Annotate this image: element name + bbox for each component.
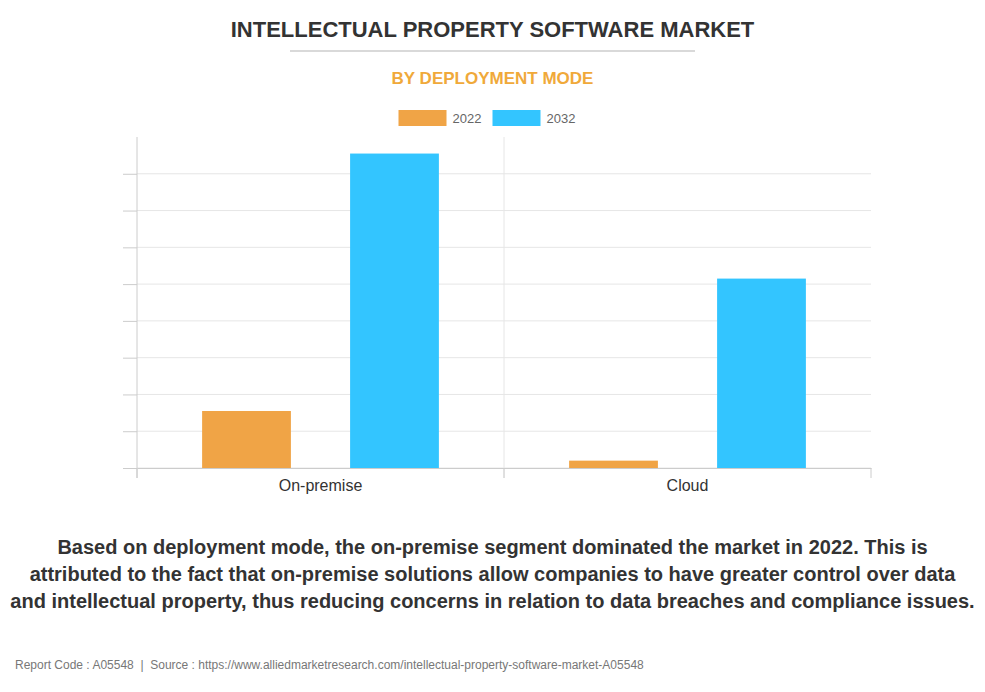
subtitle: BY DEPLOYMENT MODE	[392, 69, 594, 88]
legend-swatch	[399, 110, 447, 126]
bar	[202, 411, 291, 468]
chart: INTELLECTUAL PROPERTY SOFTWARE MARKET BY …	[0, 0, 985, 692]
y-tick	[123, 394, 137, 395]
y-axis	[123, 137, 137, 478]
footer: Report Code : A05548 | Source : https://…	[15, 658, 644, 672]
x-boundary-tick	[137, 468, 138, 478]
bars	[202, 154, 806, 468]
y-tick-mark	[123, 211, 137, 212]
x-axis: On-premise Cloud	[137, 468, 872, 494]
y-axis-line	[137, 137, 138, 478]
grid	[137, 137, 871, 478]
caption: Based on deployment mode, the on-premise…	[10, 534, 975, 615]
x-tick-label: Cloud	[667, 477, 709, 494]
y-tick	[123, 468, 137, 469]
bar	[569, 461, 658, 468]
y-tick-mark	[123, 174, 137, 175]
y-tick-mark	[123, 247, 137, 248]
legend-label: 2032	[547, 111, 576, 126]
category-divider	[504, 137, 505, 478]
y-tick	[123, 174, 137, 175]
bar	[717, 279, 806, 468]
y-tick-mark	[123, 358, 137, 359]
legend-swatch	[493, 110, 541, 126]
y-tick	[123, 211, 137, 212]
x-tick: Cloud	[667, 477, 709, 494]
y-tick	[123, 247, 137, 248]
x-boundary-tick	[504, 468, 505, 478]
y-tick-mark	[123, 431, 137, 432]
y-tick	[123, 284, 137, 285]
x-tick-label: On-premise	[279, 477, 363, 494]
y-tick	[123, 358, 137, 359]
x-boundary-tick	[871, 468, 872, 478]
y-tick	[123, 431, 137, 432]
y-tick-mark	[123, 321, 137, 322]
bar	[350, 154, 439, 468]
legend-label: 2022	[453, 111, 482, 126]
y-tick-mark	[123, 468, 137, 469]
y-tick	[123, 321, 137, 322]
title-underline	[290, 50, 695, 52]
x-tick: On-premise	[279, 477, 363, 494]
title: INTELLECTUAL PROPERTY SOFTWARE MARKET	[231, 17, 755, 42]
legend: 2022 2032	[399, 110, 576, 126]
y-tick-mark	[123, 284, 137, 285]
y-tick-mark	[123, 394, 137, 395]
